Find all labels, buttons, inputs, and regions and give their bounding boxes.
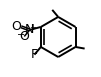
Text: O: O bbox=[11, 20, 21, 33]
Text: −: − bbox=[17, 29, 25, 40]
Text: O: O bbox=[19, 30, 29, 43]
Text: +: + bbox=[29, 23, 36, 32]
Text: N: N bbox=[25, 23, 34, 36]
Text: F: F bbox=[31, 48, 38, 61]
